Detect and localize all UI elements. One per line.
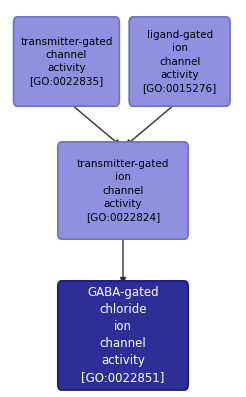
FancyBboxPatch shape [14, 17, 119, 106]
Text: transmitter-gated
channel
activity
[GO:0022835]: transmitter-gated channel activity [GO:0… [20, 37, 113, 86]
Text: transmitter-gated
ion
channel
activity
[GO:0022824]: transmitter-gated ion channel activity [… [77, 159, 169, 222]
FancyBboxPatch shape [129, 17, 230, 106]
Text: ligand-gated
ion
channel
activity
[GO:0015276]: ligand-gated ion channel activity [GO:00… [142, 30, 217, 93]
FancyBboxPatch shape [58, 142, 188, 239]
FancyBboxPatch shape [58, 281, 188, 390]
Text: GABA-gated
chloride
ion
channel
activity
[GO:0022851]: GABA-gated chloride ion channel activity… [81, 287, 165, 384]
